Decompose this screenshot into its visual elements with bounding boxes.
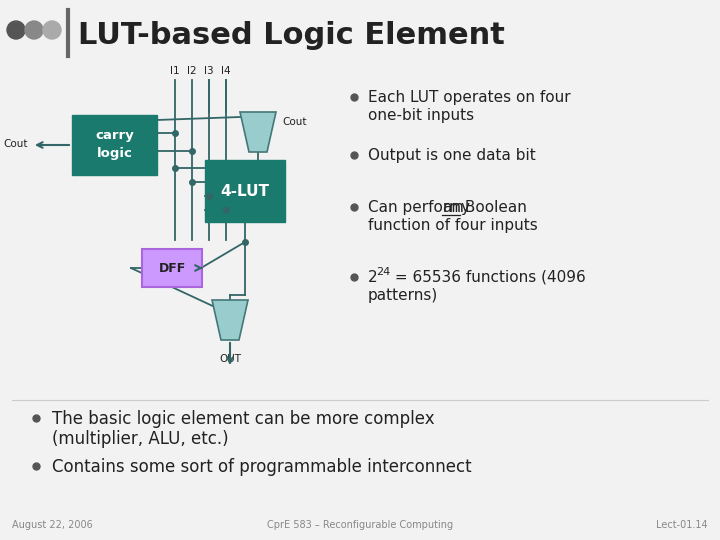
Text: function of four inputs: function of four inputs — [368, 218, 538, 233]
Polygon shape — [212, 300, 248, 340]
Text: I1: I1 — [170, 66, 180, 76]
Polygon shape — [240, 112, 276, 152]
Circle shape — [7, 21, 25, 39]
Text: patterns): patterns) — [368, 288, 438, 303]
Text: Cout: Cout — [282, 117, 307, 127]
Circle shape — [25, 21, 43, 39]
Text: I2: I2 — [187, 66, 197, 76]
Text: Each LUT operates on four: Each LUT operates on four — [368, 90, 571, 105]
Text: carry
logic: carry logic — [95, 130, 134, 160]
Text: 24: 24 — [376, 267, 390, 277]
Text: I4: I4 — [221, 66, 231, 76]
Text: LUT-based Logic Element: LUT-based Logic Element — [78, 21, 505, 50]
FancyBboxPatch shape — [72, 115, 157, 175]
Text: Output is one data bit: Output is one data bit — [368, 148, 536, 163]
FancyBboxPatch shape — [205, 160, 285, 222]
Text: August 22, 2006: August 22, 2006 — [12, 520, 93, 530]
Text: The basic logic element can be more complex: The basic logic element can be more comp… — [52, 410, 435, 428]
Text: I3: I3 — [204, 66, 214, 76]
Text: 2: 2 — [368, 270, 377, 285]
Text: 4-LUT: 4-LUT — [220, 184, 269, 199]
Text: Contains some sort of programmable interconnect: Contains some sort of programmable inter… — [52, 458, 472, 476]
Text: Lect-01.14: Lect-01.14 — [657, 520, 708, 530]
Text: (multiplier, ALU, etc.): (multiplier, ALU, etc.) — [52, 430, 229, 448]
Circle shape — [43, 21, 61, 39]
Text: one-bit inputs: one-bit inputs — [368, 108, 474, 123]
Text: CprE 583 – Reconfigurable Computing: CprE 583 – Reconfigurable Computing — [267, 520, 453, 530]
Text: OUT: OUT — [219, 354, 241, 364]
FancyBboxPatch shape — [142, 249, 202, 287]
Text: DFF: DFF — [158, 261, 186, 274]
Text: any: any — [442, 200, 470, 215]
Text: = 65536 functions (4096: = 65536 functions (4096 — [390, 270, 586, 285]
Text: Can perform: Can perform — [368, 200, 469, 215]
Text: Boolean: Boolean — [460, 200, 527, 215]
Text: Cout: Cout — [4, 139, 28, 149]
